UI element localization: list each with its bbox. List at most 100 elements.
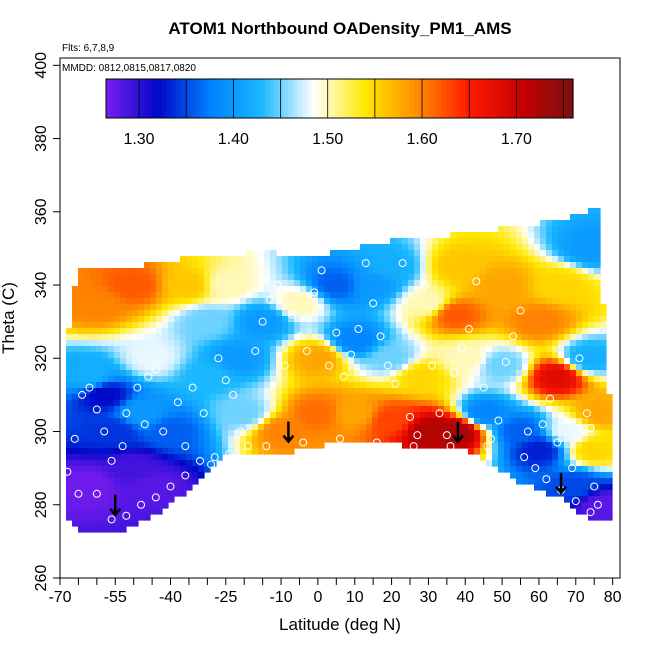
heatmap-cell-1317 [162,334,169,341]
heatmap-cell-2869 [252,436,259,443]
heatmap-cell-545 [324,280,331,287]
heatmap-cell-821 [396,298,403,305]
colorbar-swatch-87 [512,79,518,118]
heatmap-cell-3385 [126,502,133,509]
heatmap-cell-416 [594,268,601,275]
heatmap-cell-2136 [216,388,223,395]
heatmap-cell-3190 [516,466,523,473]
heatmap-cell-1064 [258,316,265,323]
heatmap-cell-940 [582,304,589,311]
heatmap-cell-3341 [564,490,571,497]
heatmap-cell-250 [576,256,583,263]
heatmap-cell-829 [444,298,451,305]
heatmap-cell-1233 [198,328,205,335]
y-tick-label: 380 [33,125,50,152]
heatmap-cell-1263 [378,328,385,335]
heatmap-cell-1082 [366,316,373,323]
heatmap-cell-692 [150,292,157,299]
heatmap-cell-3023 [162,448,169,455]
heatmap-cell-771 [96,298,103,305]
heatmap-cell-844 [534,298,541,305]
heatmap-cell-2165 [390,388,397,395]
heatmap-cell-2065 [330,382,337,389]
x-tick-label: 40 [456,589,474,606]
heatmap-cell-2401 [174,406,181,413]
heatmap-cell-1280 [480,328,487,335]
heatmap-cell-1211 [66,328,73,335]
heatmap-cell-1934 [84,376,91,383]
heatmap-cell-125 [546,244,553,251]
heatmap-cell-3009 [78,448,85,455]
heatmap-cell-2424 [312,406,319,413]
heatmap-cell-1462 [492,340,499,347]
heatmap-cell-992 [360,310,367,317]
heatmap-cell-202 [288,256,295,263]
heatmap-cell-3243 [594,472,601,479]
heatmap-cell-3409 [126,508,133,515]
heatmap-cell-979 [282,310,289,317]
heatmap-cell-419 [90,274,97,281]
heatmap-cell-193 [234,256,241,263]
heatmap-cell-2635 [486,418,493,425]
heatmap-cell-3226 [186,472,193,479]
heatmap-cell-277 [282,262,289,269]
heatmap-cell-66 [432,238,439,245]
sample-point-35 [339,372,348,381]
heatmap-cell-2448 [456,406,463,413]
heatmap-cell-2213 [138,394,145,401]
heatmap-cell-2054 [264,382,271,389]
heatmap-cell-2193 [558,388,565,395]
colorbar-swatch-5 [129,79,135,118]
heatmap-cell-3011 [90,448,97,455]
heatmap-cell-1040 [114,316,121,323]
heatmap-cell-413 [576,268,583,275]
heatmap-cell-3239 [570,472,577,479]
colorbar-swatch-28 [236,79,243,118]
heatmap-cell-1020 [528,310,535,317]
heatmap-cell-218 [384,256,391,263]
heatmap-cell-1216 [96,328,103,335]
heatmap-cell-2120 [120,388,127,395]
heatmap-cell-302 [432,262,439,269]
heatmap-cell-69 [450,238,457,245]
heatmap-cell-1600 [240,352,247,359]
heatmap-cell-1071 [300,316,307,323]
heatmap-cell-740 [438,292,445,299]
sample-point-60 [523,427,532,436]
heatmap-cell-2118 [108,388,115,395]
heatmap-cell-2478 [90,412,97,419]
heatmap-cell-2388 [96,406,103,413]
heatmap-cell-3150 [534,460,541,467]
heatmap-cell-3013 [102,448,109,455]
heatmap-cell-2229 [234,394,241,401]
heatmap-cell-2068 [348,382,355,389]
heatmap-cell-3057 [540,448,547,455]
heatmap-cell-188 [204,256,211,263]
heatmap-cell-2368 [522,400,529,407]
colorbar-swatch-58 [376,79,383,118]
heatmap-cell-3156 [570,460,577,467]
heatmap-cell-3019 [138,448,145,455]
heatmap-cell-2086 [456,382,463,389]
heatmap-cell-1054 [198,316,205,323]
heatmap-cell-1193 [498,322,505,329]
heatmap-cell-560 [414,280,421,287]
heatmap-cell-2595 [246,418,253,425]
heatmap-cell-3014 [108,448,115,455]
heatmap-cell-315 [510,262,517,269]
heatmap-cell-408 [546,268,553,275]
heatmap-cell-634 [330,286,337,293]
heatmap-cell-579 [528,280,535,287]
heatmap-cell-3233 [534,472,541,479]
heatmap-cell-790 [210,298,217,305]
heatmap-cell-1483 [78,346,85,353]
heatmap-cell-1553 [498,346,505,353]
heatmap-cell-3416 [582,508,589,515]
heatmap-cell-1036 [90,316,97,323]
heatmap-cell-67 [438,238,445,245]
heatmap-cell-3056 [534,448,541,455]
heatmap-cell-1030 [588,310,595,317]
heatmap-cell-2033 [138,382,145,389]
colorbar-swatch-55 [362,79,369,118]
heatmap-cell-2864 [222,436,229,443]
